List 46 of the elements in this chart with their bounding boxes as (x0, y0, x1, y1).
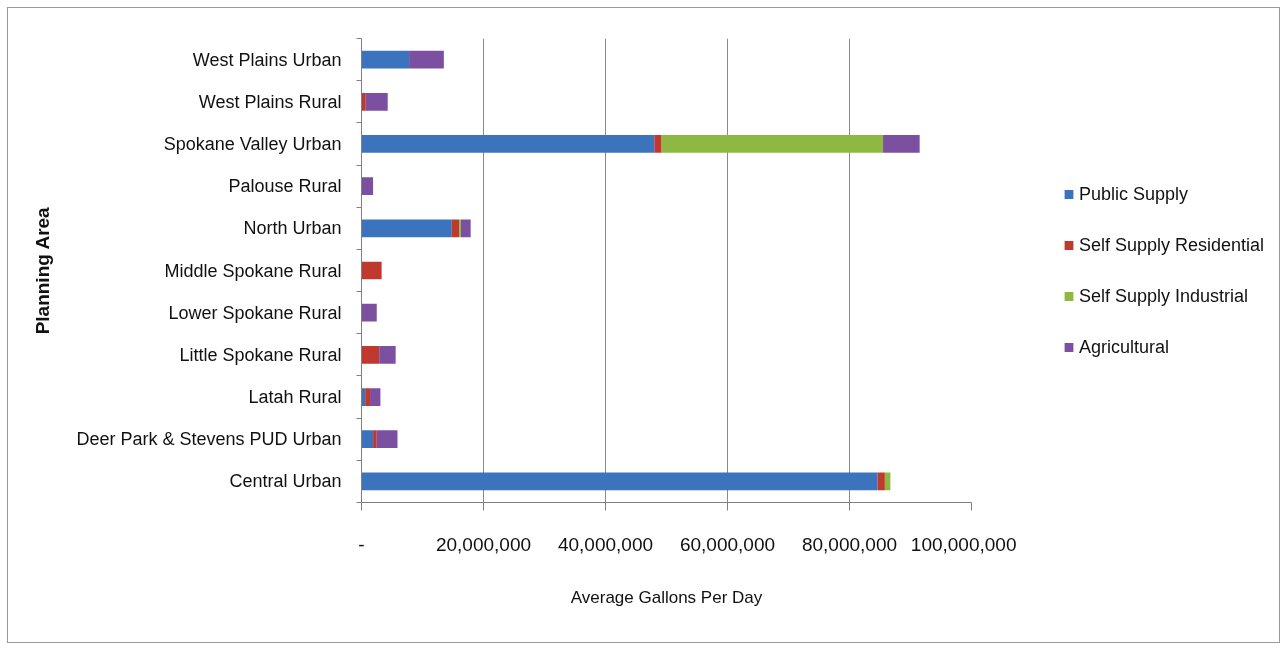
bar (654, 135, 662, 153)
legend-label: Self Supply Industrial (1079, 284, 1249, 307)
legend-label: Public Supply (1079, 182, 1189, 205)
y-tick-label: Spokane Valley Urban (163, 133, 342, 154)
bar (460, 219, 471, 238)
y-tick-label: Palouse Rural (228, 176, 342, 197)
bar (451, 219, 460, 238)
y-tick-label: Deer Park & Stevens PUD Urban (76, 429, 342, 450)
bar (361, 135, 655, 153)
y-tick-label: Central Urban (229, 471, 342, 492)
bar (883, 135, 920, 153)
y-tick-label: West Plains Rural (198, 91, 342, 112)
x-tick-label: 60,000,000 (679, 533, 776, 555)
bar (365, 388, 371, 406)
y-tick-label: North Urban (243, 218, 342, 239)
bar (361, 219, 452, 238)
bar (365, 92, 388, 111)
bar (373, 430, 377, 449)
legend-label: Self Supply Residential (1079, 233, 1265, 256)
bar (361, 177, 374, 195)
bar (361, 92, 366, 111)
bar (661, 135, 884, 153)
y-tick-label: Latah Rural (248, 387, 342, 408)
bar (361, 346, 380, 364)
y-tick-label: Little Spokane Rural (179, 344, 342, 365)
y-tick-label: Middle Spokane Rural (164, 260, 342, 281)
bar (361, 430, 374, 449)
bar (361, 303, 377, 322)
x-tick-label: 80,000,000 (801, 533, 898, 555)
x-tick-label: 40,000,000 (557, 533, 654, 555)
bar (361, 50, 410, 69)
bar (370, 388, 381, 406)
bar (409, 50, 444, 69)
x-tick-label: 100,000,000 (910, 533, 1017, 555)
y-axis-title: Planning Area (32, 206, 54, 335)
y-tick-label: West Plains Urban (192, 49, 342, 70)
x-axis-title: Average Gallons Per Day (570, 587, 763, 607)
bar (361, 261, 382, 280)
x-tick-label: 20,000,000 (435, 533, 532, 555)
legend-label: Agricultural (1079, 335, 1170, 358)
x-tick-label: - (358, 533, 365, 555)
bar (877, 472, 885, 491)
bar (379, 346, 396, 364)
y-tick-label: Lower Spokane Rural (168, 302, 342, 323)
bar (376, 430, 398, 449)
bar (361, 472, 878, 491)
